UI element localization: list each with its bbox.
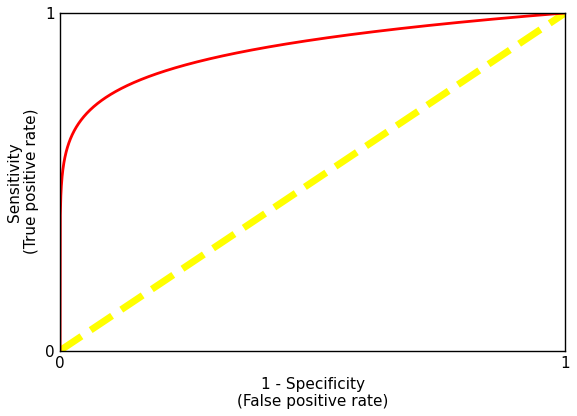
X-axis label: 1 - Specificity
(False positive rate): 1 - Specificity (False positive rate): [237, 376, 388, 409]
Y-axis label: Sensitivity
(True positive rate): Sensitivity (True positive rate): [7, 109, 39, 255]
